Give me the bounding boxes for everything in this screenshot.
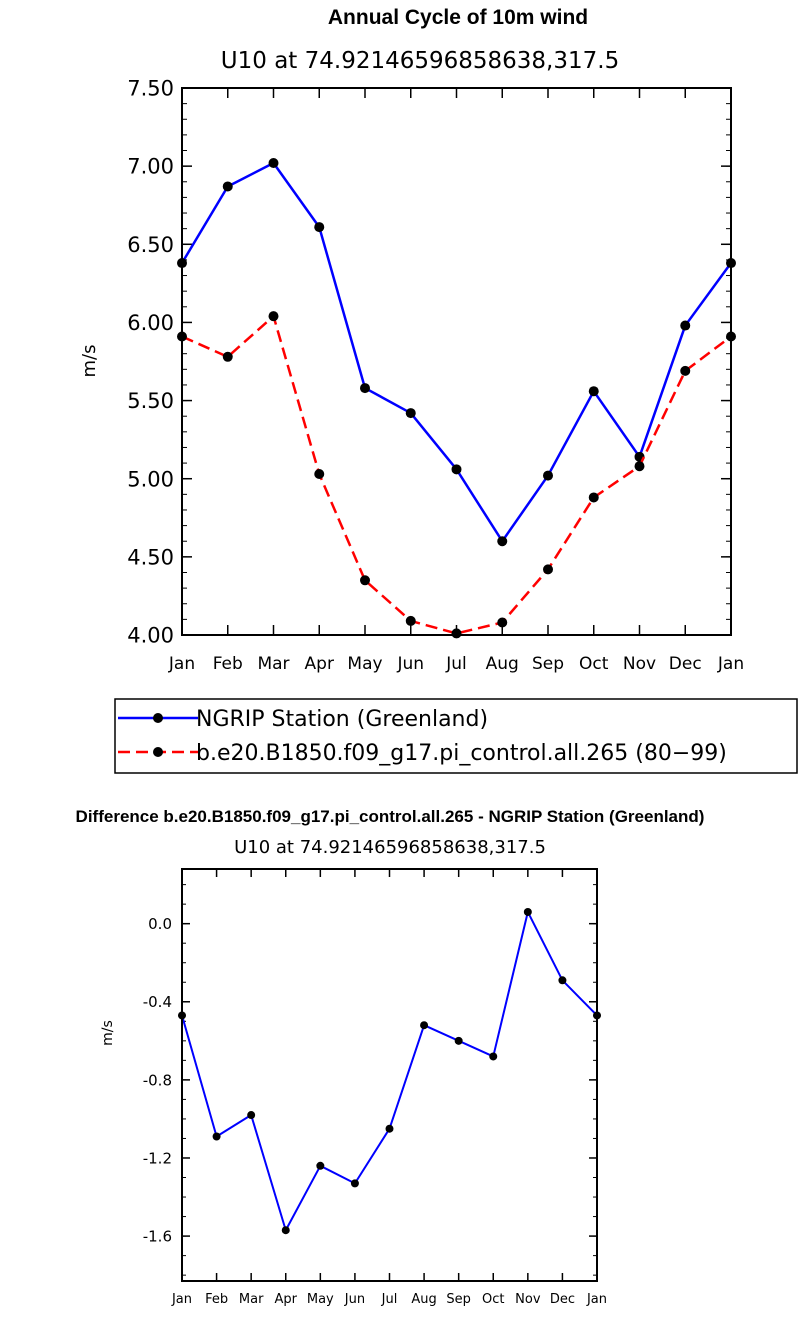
y-tick-label: 6.00 <box>127 311 174 335</box>
y-tick-label: -1.2 <box>143 1149 172 1167</box>
y-tick-label: 4.50 <box>127 545 174 569</box>
x-tick-label: Jul <box>381 1292 398 1307</box>
x-tick-label: Jan <box>171 1292 192 1307</box>
data-point <box>558 976 567 985</box>
x-tick-label: May <box>307 1292 334 1307</box>
chart1-series <box>177 158 736 639</box>
data-point <box>247 1111 256 1120</box>
chart1-ylabel: m/s <box>79 345 100 378</box>
data-point <box>543 564 553 575</box>
legend-marker-ngrip <box>153 713 163 723</box>
data-point <box>314 222 325 233</box>
difference-chart: Difference b.e20.B1850.f09_g17.pi_contro… <box>76 807 705 1307</box>
chart1-title: Annual Cycle of 10m wind <box>328 6 588 29</box>
data-point <box>680 320 691 331</box>
data-point <box>281 1226 290 1235</box>
x-tick-label: Dec <box>669 654 702 674</box>
chart2-ylabel: m/s <box>100 1020 116 1046</box>
x-tick-label: Aug <box>411 1292 436 1307</box>
data-point <box>451 464 462 475</box>
x-tick-label: May <box>347 654 382 674</box>
data-point <box>222 181 233 192</box>
data-point <box>454 1036 463 1045</box>
x-tick-label: Aug <box>486 654 519 674</box>
chart2-plot-frame <box>181 868 598 1282</box>
x-tick-label: Jan <box>586 1292 607 1307</box>
x-tick-label: Apr <box>275 1292 298 1307</box>
chart1-plot-frame <box>181 87 732 636</box>
x-tick-label: Jun <box>396 654 424 674</box>
data-point <box>497 617 508 628</box>
data-point <box>420 1021 429 1030</box>
y-tick-label: 4.00 <box>127 624 174 648</box>
data-point <box>588 386 599 397</box>
x-tick-label: Nov <box>623 654 656 674</box>
data-point <box>523 907 532 916</box>
chart2-title: Difference b.e20.B1850.f09_g17.pi_contro… <box>76 807 705 826</box>
legend-entry-ngrip: NGRIP Station (Greenland) <box>118 707 488 732</box>
x-tick-label: Nov <box>515 1292 541 1307</box>
data-point <box>489 1052 498 1061</box>
y-tick-label: -1.6 <box>143 1227 172 1245</box>
legend-marker-model <box>153 747 163 757</box>
x-tick-label: Oct <box>482 1292 504 1307</box>
chart2-subtitle: U10 at 74.92146596858638,317.5 <box>234 837 546 858</box>
chart2-series <box>178 907 601 1235</box>
chart1-subtitle: U10 at 74.92146596858638,317.5 <box>221 48 619 74</box>
data-point <box>212 1132 221 1141</box>
annual-cycle-chart: Annual Cycle of 10m wind U10 at 74.92146… <box>79 6 744 674</box>
x-tick-label: Sep <box>532 654 564 674</box>
y-tick-label: 7.50 <box>127 77 174 101</box>
legend-entry-model: b.e20.B1850.f09_g17.pi_control.all.265 (… <box>118 741 727 766</box>
x-tick-label: Jan <box>717 654 744 674</box>
series-line-0 <box>181 910 598 1232</box>
data-point <box>268 311 279 322</box>
x-tick-label: Jul <box>445 654 467 674</box>
chart1-ticks: Jan Feb Mar Apr May Jun Jul Aug Sep Oct Nov Dec Jan 4… <box>127 77 744 674</box>
data-point <box>360 383 370 394</box>
legend-label-ngrip: NGRIP Station (Greenland) <box>196 707 488 732</box>
chart2-ticks: Jan Feb Mar Apr May Jun Jul Aug Sep Oct Nov Dec Jan -… <box>143 869 607 1307</box>
y-tick-label: 5.00 <box>127 467 174 491</box>
legend-box <box>114 698 798 774</box>
data-point <box>316 1161 325 1170</box>
data-point <box>314 469 325 480</box>
data-point <box>543 470 553 481</box>
data-point <box>634 461 645 472</box>
data-point <box>385 1124 394 1133</box>
data-point <box>222 351 233 362</box>
data-point <box>680 365 691 376</box>
x-tick-label: Sep <box>446 1292 471 1307</box>
x-tick-label: Mar <box>257 654 289 674</box>
y-tick-label: -0.8 <box>143 1071 172 1089</box>
data-point <box>268 158 279 169</box>
y-tick-label: 0.0 <box>148 915 172 933</box>
data-point <box>360 575 370 586</box>
data-point <box>405 615 416 626</box>
data-point <box>588 492 599 503</box>
x-tick-label: Jun <box>344 1292 365 1307</box>
y-tick-label: 6.50 <box>127 233 174 257</box>
data-point <box>451 628 462 639</box>
series-line-1 <box>181 314 732 635</box>
chart1-legend: NGRIP Station (Greenland) b.e20.B1850.f0… <box>114 698 798 774</box>
x-tick-label: Jan <box>168 654 195 674</box>
data-point <box>350 1179 359 1188</box>
y-tick-label: 5.50 <box>127 389 174 413</box>
x-tick-label: Apr <box>305 654 334 674</box>
x-tick-label: Dec <box>550 1292 575 1307</box>
x-tick-label: Mar <box>239 1292 264 1307</box>
data-point <box>497 536 508 547</box>
x-tick-label: Feb <box>213 654 243 674</box>
legend-label-model: b.e20.B1850.f09_g17.pi_control.all.265 (… <box>196 741 727 766</box>
y-tick-label: 7.00 <box>127 155 174 179</box>
x-tick-label: Oct <box>579 654 609 674</box>
y-tick-label: -0.4 <box>143 993 172 1011</box>
x-tick-label: Feb <box>205 1292 228 1307</box>
data-point <box>405 408 416 419</box>
series-line-0 <box>180 161 733 543</box>
